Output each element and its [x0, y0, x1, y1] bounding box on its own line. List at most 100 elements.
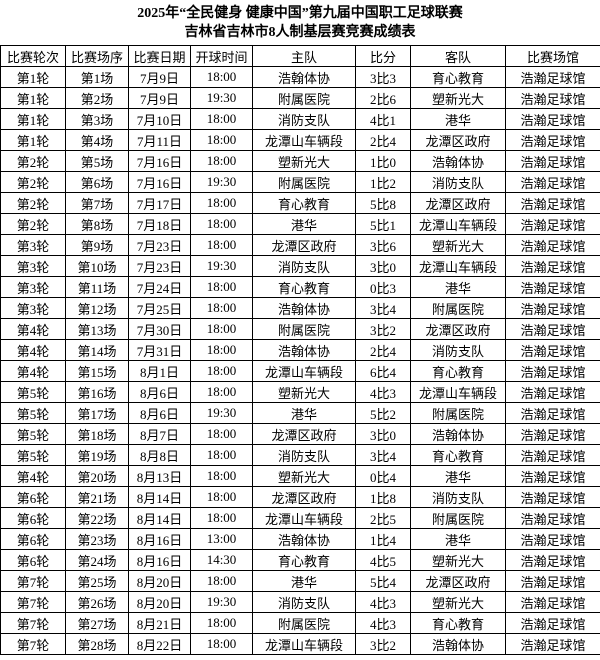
- table-cell: 龙潭区政府: [252, 486, 356, 508]
- table-cell: 第1轮: [0, 87, 66, 109]
- table-cell: 龙潭山车辆段: [410, 255, 506, 277]
- table-row: 第6轮 第24场 8月16日 14:30 育心教育 4比5 塑新光大 浩瀚足球馆: [0, 549, 600, 571]
- table-cell: 消防支队: [252, 108, 356, 130]
- table-cell: 18:00: [190, 423, 253, 445]
- table-cell: 3比0: [355, 255, 411, 277]
- table-cell: 塑新光大: [252, 381, 356, 403]
- table-cell: 18:00: [190, 444, 253, 466]
- table-cell: 第2场: [65, 87, 129, 109]
- table-cell: 港华: [252, 213, 356, 235]
- table-cell: 1比8: [355, 486, 411, 508]
- table-cell: 14:30: [190, 549, 253, 571]
- table-cell: 浩瀚足球馆: [505, 402, 600, 424]
- table-cell: 港华: [410, 108, 506, 130]
- table-cell: 第5轮: [0, 381, 66, 403]
- table-cell: 第7场: [65, 192, 129, 214]
- table-cell: 18:00: [190, 612, 253, 634]
- table-cell: 育心教育: [252, 549, 356, 571]
- table-cell: 7月25日: [128, 297, 191, 319]
- table-cell: 第5轮: [0, 402, 66, 424]
- table-cell: 7月16日: [128, 171, 191, 193]
- results-table: 比赛轮次 比赛场序 比赛日期 开球时间 主队 比分 客队 比赛场馆 第1轮 第1场 7月9日 18:…: [0, 45, 600, 655]
- table-cell: 第10场: [65, 255, 129, 277]
- table-cell: 浩瀚足球馆: [505, 297, 600, 319]
- table-cell: 第2轮: [0, 171, 66, 193]
- table-cell: 第6轮: [0, 528, 66, 550]
- table-cell: 18:00: [190, 129, 253, 151]
- table-cell: 塑新光大: [410, 234, 506, 256]
- table-cell: 8月20日: [128, 570, 191, 592]
- table-cell: 浩瀚足球馆: [505, 444, 600, 466]
- table-cell: 8月6日: [128, 381, 191, 403]
- table-cell: 第3轮: [0, 234, 66, 256]
- table-cell: 塑新光大: [410, 591, 506, 613]
- table-cell: 浩瀚足球馆: [505, 486, 600, 508]
- table-cell: 4比1: [355, 108, 411, 130]
- header-cell: 主队: [252, 45, 356, 67]
- table-row: 第5轮 第18场 8月7日 18:00 龙潭区政府 3比0 浩翰体协 浩瀚足球馆: [0, 423, 600, 445]
- table-cell: 第23场: [65, 528, 129, 550]
- table-row: 第3轮 第9场 7月23日 18:00 龙潭区政府 3比6 塑新光大 浩瀚足球馆: [0, 234, 600, 256]
- table-cell: 7月10日: [128, 108, 191, 130]
- header-cell: 比赛场馆: [505, 45, 600, 67]
- table-cell: 3比2: [355, 318, 411, 340]
- table-cell: 第7轮: [0, 612, 66, 634]
- header-cell: 比赛场序: [65, 45, 129, 67]
- table-cell: 浩瀚足球馆: [505, 507, 600, 529]
- subtitle: 吉林省吉林市8人制基层赛竞赛成绩表: [184, 25, 416, 40]
- table-cell: 第4轮: [0, 360, 66, 382]
- table-cell: 附属医院: [252, 612, 356, 634]
- table-cell: 育心教育: [410, 612, 506, 634]
- table-row: 第1轮 第4场 7月11日 18:00 龙潭山车辆段 2比4 龙潭区政府 浩瀚足球馆: [0, 129, 600, 151]
- table-row: 第7轮 第26场 8月20日 19:30 消防支队 4比3 塑新光大 浩瀚足球馆: [0, 591, 600, 613]
- table-row: 第3轮 第11场 7月24日 18:00 育心教育 0比3 港华 浩瀚足球馆: [0, 276, 600, 298]
- table-cell: 8月14日: [128, 507, 191, 529]
- table-cell: 第15场: [65, 360, 129, 382]
- table-cell: 18:00: [190, 150, 253, 172]
- table-cell: 第1轮: [0, 108, 66, 130]
- table-cell: 18:00: [190, 633, 253, 655]
- table-cell: 第7轮: [0, 591, 66, 613]
- table-cell: 第28场: [65, 633, 129, 655]
- table-cell: 第4轮: [0, 339, 66, 361]
- table-cell: 第27场: [65, 612, 129, 634]
- table-cell: 第3轮: [0, 276, 66, 298]
- table-cell: 18:00: [190, 381, 253, 403]
- table-cell: 7月17日: [128, 192, 191, 214]
- table-cell: 浩瀚足球馆: [505, 129, 600, 151]
- table-cell: 龙潭山车辆段: [252, 633, 356, 655]
- table-cell: 浩瀚足球馆: [505, 549, 600, 571]
- table-cell: 18:00: [190, 507, 253, 529]
- table-cell: 浩瀚足球馆: [505, 381, 600, 403]
- table-cell: 第19场: [65, 444, 129, 466]
- table-cell: 8月14日: [128, 486, 191, 508]
- table-cell: 港华: [410, 528, 506, 550]
- table-cell: 第1场: [65, 66, 129, 88]
- table-cell: 塑新光大: [410, 87, 506, 109]
- table-cell: 第6场: [65, 171, 129, 193]
- table-cell: 塑新光大: [410, 549, 506, 571]
- table-cell: 浩瀚足球馆: [505, 213, 600, 235]
- table-cell: 第2轮: [0, 213, 66, 235]
- table-cell: 第9场: [65, 234, 129, 256]
- table-cell: 18:00: [190, 360, 253, 382]
- table-cell: 7月23日: [128, 234, 191, 256]
- table-row: 第1轮 第2场 7月9日 19:30 附属医院 2比6 塑新光大 浩瀚足球馆: [0, 87, 600, 109]
- table-cell: 浩翰体协: [410, 633, 506, 655]
- table-cell: 19:30: [190, 171, 253, 193]
- table-cell: 8月8日: [128, 444, 191, 466]
- table-cell: 第8场: [65, 213, 129, 235]
- table-cell: 浩翰体协: [252, 66, 356, 88]
- table-cell: 1比2: [355, 171, 411, 193]
- table-row: 第5轮 第17场 8月6日 19:30 港华 5比2 附属医院 浩瀚足球馆: [0, 402, 600, 424]
- table-cell: 3比4: [355, 297, 411, 319]
- table-cell: 第5轮: [0, 423, 66, 445]
- table-cell: 2比6: [355, 87, 411, 109]
- table-cell: 18:00: [190, 339, 253, 361]
- table-cell: 18:00: [190, 213, 253, 235]
- table-cell: 8月16日: [128, 549, 191, 571]
- table-cell: 塑新光大: [252, 465, 356, 487]
- table-cell: 附属医院: [410, 402, 506, 424]
- table-cell: 19:30: [190, 591, 253, 613]
- table-cell: 第2轮: [0, 150, 66, 172]
